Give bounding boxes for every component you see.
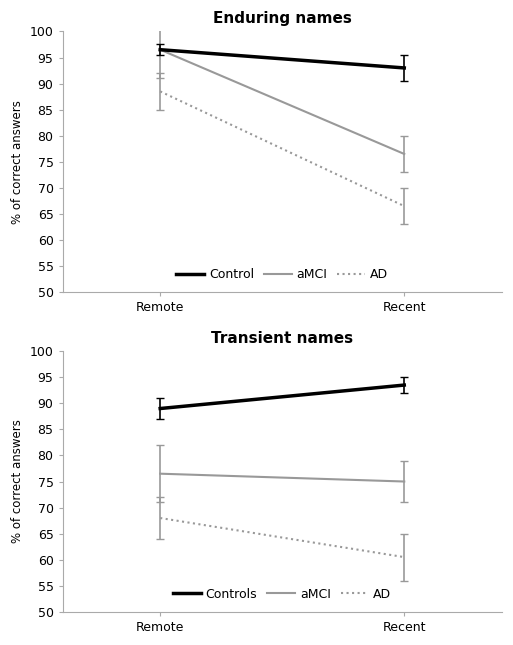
Y-axis label: % of correct answers: % of correct answers [11,420,24,544]
Legend: Control, aMCI, AD: Control, aMCI, AD [171,263,393,286]
Title: Transient names: Transient names [211,331,353,346]
Legend: Controls, aMCI, AD: Controls, aMCI, AD [168,582,396,606]
Title: Enduring names: Enduring names [213,11,352,26]
Y-axis label: % of correct answers: % of correct answers [11,100,24,224]
